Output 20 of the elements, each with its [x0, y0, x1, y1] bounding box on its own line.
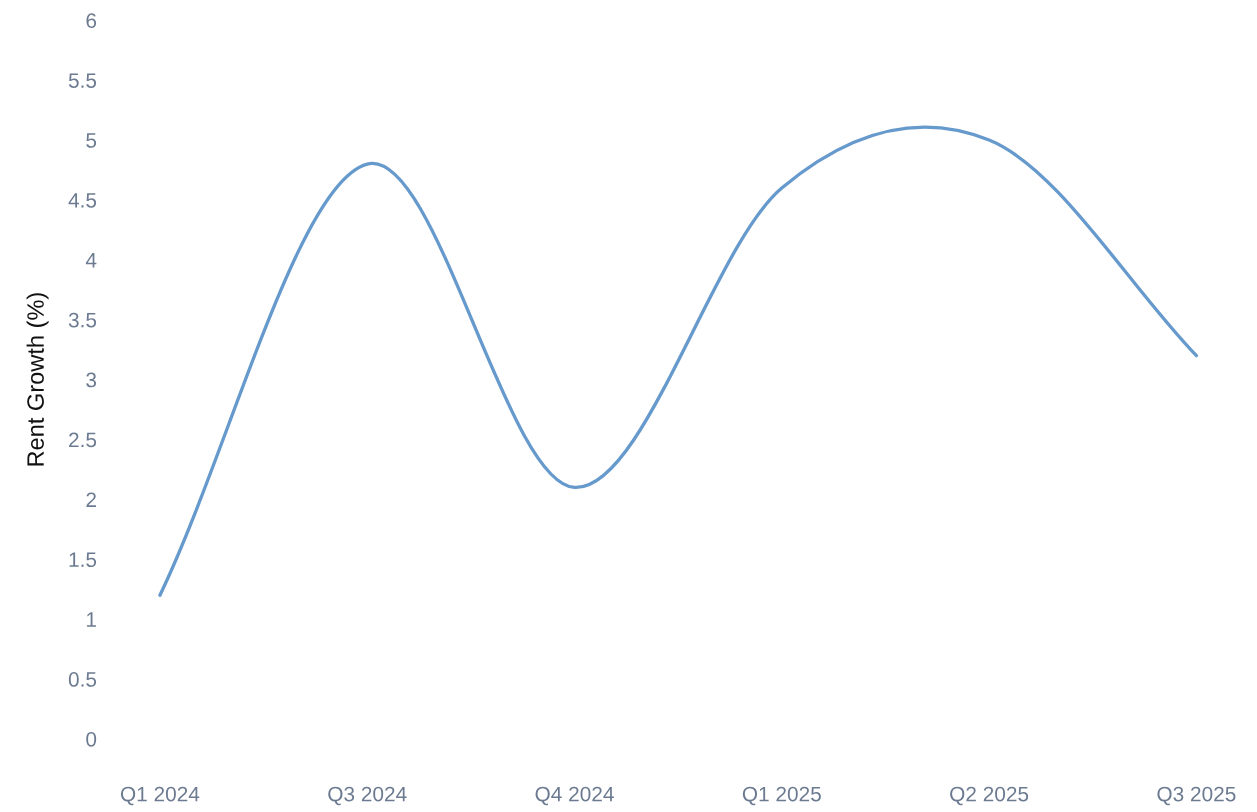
y-tick-label: 4	[85, 253, 97, 268]
y-tick-label: 0	[86, 731, 97, 747]
y-tick-label: 2	[86, 492, 96, 507]
x-tick-label: Q1 2024	[120, 786, 200, 806]
x-tick-label: Q3 2025	[1157, 786, 1236, 806]
y-tick-label: 1	[86, 612, 96, 627]
y-tick-label: 3	[86, 372, 97, 388]
y-tick-label: 5	[86, 133, 97, 148]
x-tick-label: Q3 2024	[328, 786, 407, 806]
y-tick-label: 5.5	[68, 73, 97, 88]
x-tick-label: Q2 2025	[950, 786, 1029, 806]
y-tick-label: 4.5	[68, 193, 97, 208]
x-tick-label: Q4 2024	[535, 786, 614, 806]
y-tick-label: 2.5	[69, 432, 97, 448]
y-axis-title: Rent Growth (%)	[26, 293, 49, 466]
y-tick-label: 6	[86, 13, 97, 29]
x-tick-label: Q1 2025	[742, 786, 821, 806]
y-tick-label: 0.5	[68, 672, 97, 687]
y-tick-label: 3.5	[68, 312, 97, 328]
y-tick-label: 1.5	[69, 552, 97, 568]
